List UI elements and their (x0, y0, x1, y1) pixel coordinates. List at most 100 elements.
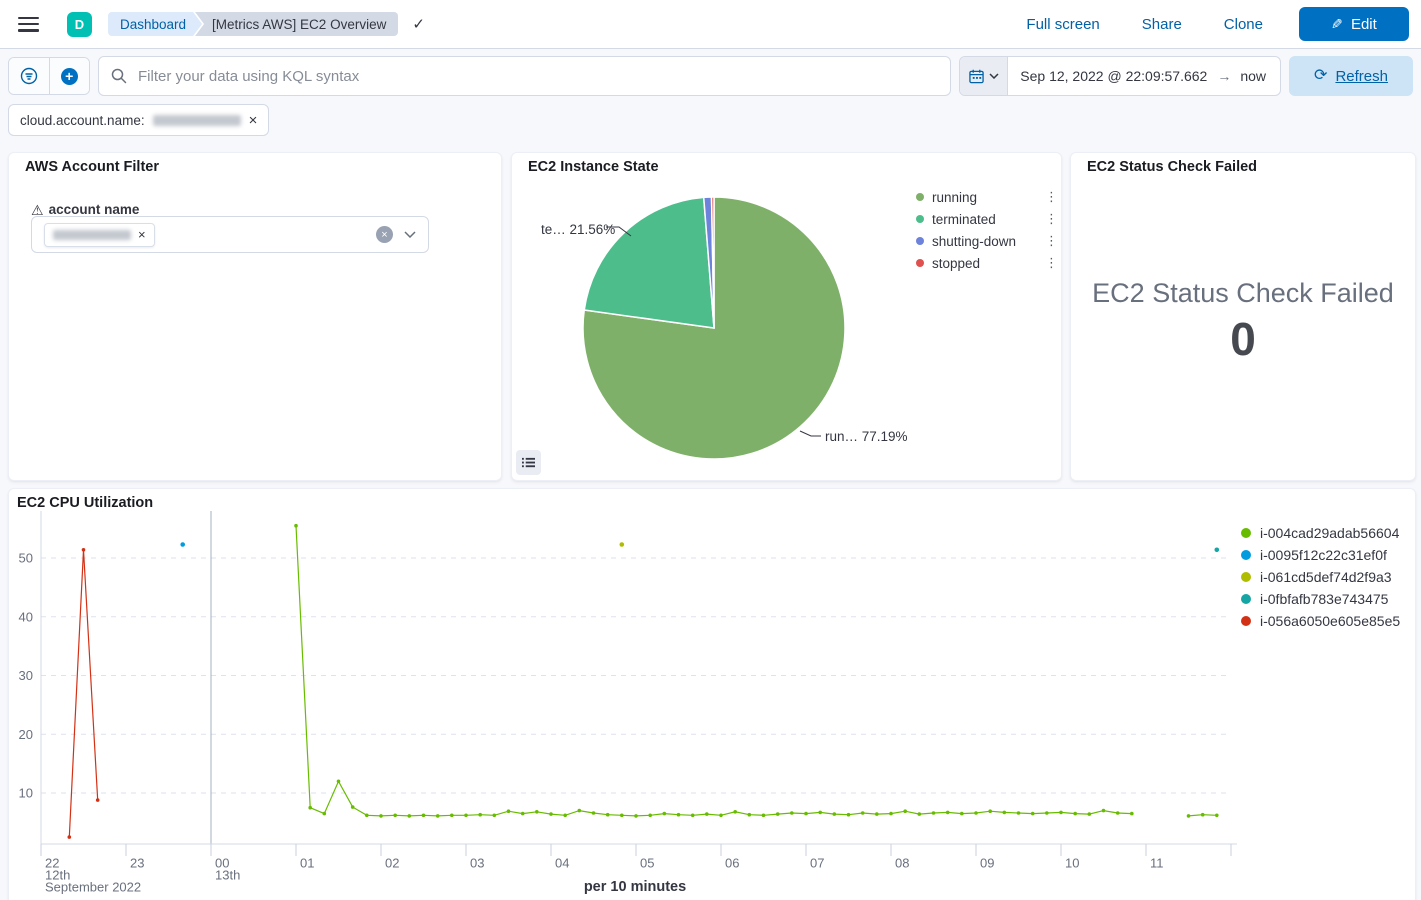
x-tick-label: 02 (385, 856, 399, 871)
metric-label: EC2 Status Check Failed (1071, 277, 1415, 311)
legend-item-i-0fbfafb783e743475[interactable]: i-0fbfafb783e743475 (1241, 588, 1400, 610)
panel-ec2-status-check-failed: EC2 Status Check Failed EC2 Status Check… (1070, 152, 1416, 481)
date-start-value[interactable]: Sep 12, 2022 @ 22:09:57.662 (1008, 68, 1217, 84)
legend-actions-icon[interactable]: ⋮ (1039, 189, 1058, 205)
legend-actions-icon[interactable]: ⋮ (1039, 255, 1058, 271)
space-avatar[interactable]: D (67, 12, 92, 37)
legend-item-stopped[interactable]: stopped⋮ (916, 252, 1058, 274)
x-tick-label: 04 (555, 856, 569, 871)
pie-callout-line (800, 431, 821, 436)
breadcrumb: Dashboard [Metrics AWS] EC2 Overview (108, 12, 398, 36)
clear-selection-icon[interactable]: × (376, 226, 393, 243)
legend-color-dot (1241, 528, 1251, 538)
legend-item-i-004cad29adab56604[interactable]: i-004cad29adab56604 (1241, 522, 1400, 544)
refresh-button[interactable]: ⟳ Refresh (1289, 56, 1413, 96)
selected-account-token[interactable]: × (44, 223, 155, 247)
plus-icon: + (61, 68, 78, 85)
x-tick-label: 06 (725, 856, 739, 871)
legend-item-label: i-0fbfafb783e743475 (1260, 591, 1388, 607)
full-screen-button[interactable]: Full screen (1020, 15, 1105, 34)
kql-search-input[interactable] (136, 67, 938, 86)
warning-triangle-icon: ⚠ (31, 203, 44, 217)
pie-callout-label: te… 21.56% (541, 222, 615, 237)
saved-query-menu-button[interactable] (9, 58, 49, 94)
date-quick-select-button[interactable] (960, 57, 1008, 95)
y-tick-label: 30 (19, 668, 33, 683)
account-name-combobox[interactable]: × × (31, 216, 429, 253)
breadcrumb-current-page[interactable]: [Metrics AWS] EC2 Overview (195, 12, 398, 36)
legend-actions-icon[interactable]: ⋮ (1039, 211, 1058, 227)
chevron-down-icon (989, 73, 999, 79)
legend-item-label: running (932, 190, 1039, 205)
legend-item-label: i-0095f12c22c31ef0f (1260, 547, 1387, 563)
panel-title: AWS Account Filter (9, 153, 501, 181)
panel-ec2-instance-state: EC2 Instance State te… 21.56%run… 77.19%… (511, 152, 1062, 481)
panel-ec2-cpu-utilization: EC2 CPU Utilization 10203040502223000102… (8, 488, 1416, 900)
legend-color-dot (916, 193, 924, 201)
hamburger-menu-icon[interactable] (18, 17, 39, 32)
cpu-utilization-line-chart[interactable]: 1020304050222300010203040506070809101112… (9, 489, 1417, 900)
legend-actions-icon[interactable]: ⋮ (1039, 233, 1058, 249)
legend-item-i-061cd5def74d2f9a3[interactable]: i-061cd5def74d2f9a3 (1241, 566, 1400, 588)
legend-item-label: shutting-down (932, 234, 1039, 249)
legend-item-running[interactable]: running⋮ (916, 186, 1058, 208)
x-tick-label: 05 (640, 856, 654, 871)
filter-pill-cloud-account-name[interactable]: cloud.account.name: × (8, 104, 269, 136)
account-name-label: ⚠ account name (31, 202, 501, 217)
pie-slice-terminated[interactable] (584, 197, 714, 328)
check-icon: ✓ (412, 15, 425, 33)
series-i-056a6050e605e85e5[interactable] (68, 548, 100, 839)
calendar-icon (969, 69, 984, 84)
refresh-icon: ⟳ (1314, 68, 1327, 84)
top-header: D Dashboard [Metrics AWS] EC2 Overview ✓… (0, 0, 1421, 49)
clone-button[interactable]: Clone (1218, 15, 1269, 34)
search-icon (111, 68, 127, 84)
remove-token-icon[interactable]: × (138, 228, 146, 241)
legend-item-shutting-down[interactable]: shutting-down⋮ (916, 230, 1058, 252)
cpu-chart-legend: i-004cad29adab56604 i-0095f12c22c31ef0f i-… (1241, 522, 1400, 632)
y-tick-label: 40 (19, 609, 33, 624)
x-tick-label: 08 (895, 856, 909, 871)
filter-pill-redacted-value (153, 115, 241, 126)
x-tick-label: 23 (130, 856, 144, 871)
header-actions: Full screen Share Clone ✎ Edit (1020, 7, 1409, 41)
date-end-value[interactable]: now (1231, 68, 1280, 84)
pie-legend: running⋮terminated⋮shutting-down⋮stopped… (916, 186, 1058, 274)
legend-item-terminated[interactable]: terminated⋮ (916, 208, 1058, 230)
pie-callout-label: run… 77.19% (825, 429, 908, 444)
date-range-arrow-icon: → (1217, 68, 1231, 84)
breadcrumb-dashboard[interactable]: Dashboard (108, 12, 202, 36)
filter-pill-label: cloud.account.name: (20, 113, 145, 128)
token-redacted-value (53, 230, 131, 240)
query-controls-bar: + Sep 12, 20 (8, 56, 1413, 96)
x-tick-label: 03 (470, 856, 484, 871)
pencil-icon: ✎ (1331, 16, 1343, 33)
legend-toggle-button[interactable] (516, 450, 541, 475)
edit-button[interactable]: ✎ Edit (1299, 7, 1409, 41)
series-i-004cad29adab56604[interactable] (294, 524, 1218, 818)
legend-item-i-0095f12c22c31ef0f[interactable]: i-0095f12c22c31ef0f (1241, 544, 1400, 566)
remove-filter-icon[interactable]: × (249, 113, 258, 128)
x-tick-label: 11 (1150, 856, 1164, 871)
legend-color-dot (916, 215, 924, 223)
date-picker: Sep 12, 2022 @ 22:09:57.662 → now (959, 56, 1281, 96)
share-button[interactable]: Share (1136, 15, 1188, 34)
legend-color-dot (916, 259, 924, 267)
legend-color-dot (1241, 594, 1251, 604)
filter-button-group: + (8, 57, 90, 95)
panel-aws-account-filter: AWS Account Filter ⚠ account name × × (8, 152, 502, 481)
x-tick-label: 10 (1065, 856, 1079, 871)
chevron-down-icon[interactable] (404, 231, 416, 238)
series-i-061cd5def74d2f9a3[interactable] (620, 542, 625, 547)
series-i-0fbfafb783e743475[interactable] (1215, 548, 1220, 553)
legend-color-dot (1241, 572, 1251, 582)
kql-search-bar[interactable] (98, 56, 951, 96)
y-tick-label: 10 (19, 786, 33, 801)
legend-item-label: terminated (932, 212, 1039, 227)
legend-item-i-056a6050e605e85e5[interactable]: i-056a6050e605e85e5 (1241, 610, 1400, 632)
series-i-0095f12c22c31ef0f[interactable] (180, 542, 185, 547)
x-axis-title: per 10 minutes (9, 879, 1261, 895)
dashboard-page: D Dashboard [Metrics AWS] EC2 Overview ✓… (0, 0, 1421, 900)
add-filter-button[interactable]: + (49, 58, 90, 94)
x-tick-label: 07 (810, 856, 824, 871)
